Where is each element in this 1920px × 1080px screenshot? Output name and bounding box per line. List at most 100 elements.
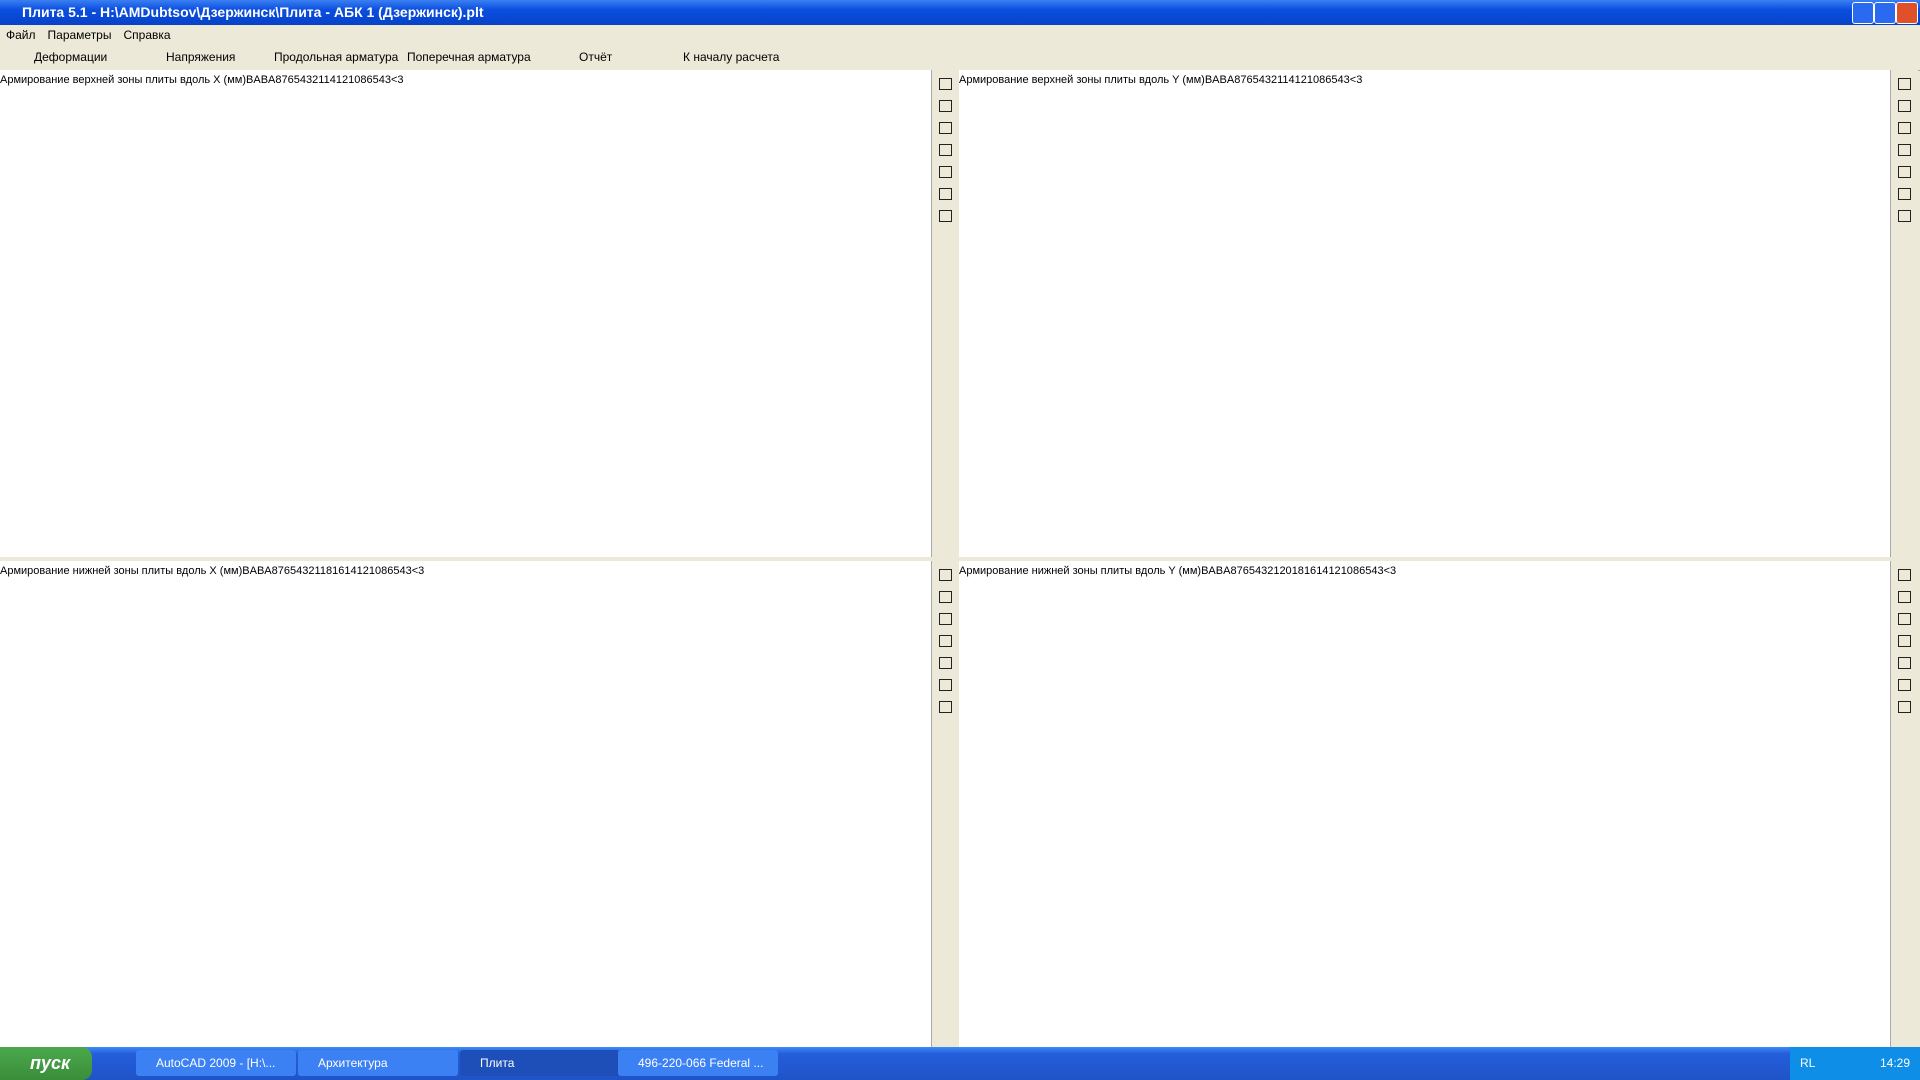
close-button[interactable] [1896,2,1918,24]
tool-button[interactable] [939,166,952,178]
column-label: 4 [296,565,303,577]
tool-button[interactable] [1898,122,1911,134]
tab[interactable]: Поперечная арматура [407,50,531,64]
panel-title: Армирование верхней зоны плиты вдоль Y (… [959,74,1205,86]
legend-label: 4 [1337,74,1344,86]
tool-button[interactable] [939,122,952,134]
tab[interactable]: Напряжения [166,50,236,64]
column-label: 7 [281,74,288,86]
chart-panel: Армирование верхней зоны плиты вдоль X (… [0,70,931,557]
legend-label: 6 [366,74,373,86]
legend-label: 5 [1331,74,1338,86]
column-label: 3 [306,74,313,86]
row-label: AB [1212,74,1227,86]
tool-button[interactable] [1898,210,1911,222]
column-label: 2 [1267,565,1274,577]
task-button[interactable]: Плита [460,1050,620,1076]
legend-label: 12 [1294,74,1307,86]
legend-label: 4 [378,74,385,86]
tool-button[interactable] [1898,100,1911,112]
tool-button[interactable] [939,591,952,603]
tool-button[interactable] [939,635,952,647]
tool-button[interactable] [1898,78,1911,90]
maximize-button[interactable] [1874,2,1896,24]
tool-button[interactable] [1898,166,1911,178]
legend-label: 10 [1340,565,1353,577]
tool-button[interactable] [939,569,952,581]
column-label: 1 [1273,565,1280,577]
tool-button[interactable] [1898,701,1911,713]
contour-plot: Армирование нижней зоны плиты вдоль Y (м… [959,561,1396,578]
row-label: AB [1208,565,1224,577]
task-button[interactable]: Архитектура [298,1050,458,1076]
column-label: 3 [1264,74,1271,86]
tool-button[interactable] [939,144,952,156]
chart-panel: Армирование верхней зоны плиты вдоль Y (… [959,70,1890,557]
legend-label: 10 [348,74,361,86]
clock: 14:29 [1879,1056,1910,1070]
menu-item[interactable]: Справка [123,28,171,42]
taskbar: пуск RL 14:29 AutoCAD 2009 - [H:\... Архи… [0,1047,1920,1080]
task-button[interactable]: AutoCAD 2009 - [H:\... [136,1050,296,1076]
panel-title: Армирование нижней зоны плиты вдоль Y (м… [959,565,1202,577]
tool-button[interactable] [1898,657,1911,669]
toolbar [1890,561,1918,1048]
system-tray: RL 14:29 [1790,1047,1920,1080]
title-bar: Плита 5.1 - H:\AMDubtsov\Дзержинск\Плита… [0,0,1920,25]
legend-label: 6 [387,565,394,577]
language[interactable]: RL [1800,1056,1816,1070]
legend-label: <3 [1349,74,1363,86]
contour-plot: Армирование верхней зоны плиты вдоль Y (… [959,70,1362,87]
menu-bar: Файл Параметры Справка [0,25,1920,45]
tool-button[interactable] [1898,188,1911,200]
row-label: B [1201,565,1209,577]
tool-button[interactable] [1898,613,1911,625]
tool-button[interactable] [939,78,952,90]
column-label: 4 [1254,565,1262,577]
column-label: 5 [293,74,300,86]
column-label: 6 [1242,565,1249,577]
legend-label: 8 [360,74,367,86]
tab[interactable]: Продольная арматура [274,50,399,64]
tool-button[interactable] [1898,635,1911,647]
tool-button[interactable] [1898,679,1911,691]
row-label: B [1204,74,1213,86]
tool-button[interactable] [939,679,952,691]
column-label: 2 [312,74,319,86]
minimize-button[interactable] [1852,2,1874,24]
row-label: B [242,565,250,577]
legend-label: <3 [1383,565,1397,577]
column-label: 6 [287,74,294,86]
start-button[interactable]: пуск [0,1047,92,1080]
tool-button[interactable] [1898,591,1911,603]
legend-label: 14 [344,565,357,577]
tool-button[interactable] [1898,569,1911,581]
legend-label: 12 [356,565,369,577]
column-label: 1 [1277,74,1283,86]
legend-label: 16 [332,565,345,577]
menu-item[interactable]: Параметры [47,28,112,42]
contour-plot: Армирование верхней зоны плиты вдоль X (… [0,70,404,87]
legend-label: 16 [1303,565,1317,577]
tab[interactable]: Отчёт [579,50,613,64]
legend-label: <3 [390,74,404,86]
tool-button[interactable] [939,701,952,713]
tool-button[interactable] [939,657,952,669]
toolbar [931,70,959,557]
tool-button[interactable] [939,100,952,112]
tool-button[interactable] [1898,144,1911,156]
task-button[interactable]: 496-220-066 Federal ... [618,1050,778,1076]
tool-button[interactable] [939,188,952,200]
tool-button[interactable] [939,613,952,625]
row-label: A [264,565,272,577]
toolbar [931,561,959,1048]
tab[interactable]: К началу расчета [683,50,780,64]
column-label: 3 [1261,565,1268,577]
legend-label: <3 [411,565,425,577]
column-label: 7 [277,565,284,577]
tab[interactable]: Деформации [34,50,108,64]
legend-label: 8 [1352,565,1360,577]
tool-button[interactable] [939,210,952,222]
menu-item[interactable]: Файл [6,28,36,42]
